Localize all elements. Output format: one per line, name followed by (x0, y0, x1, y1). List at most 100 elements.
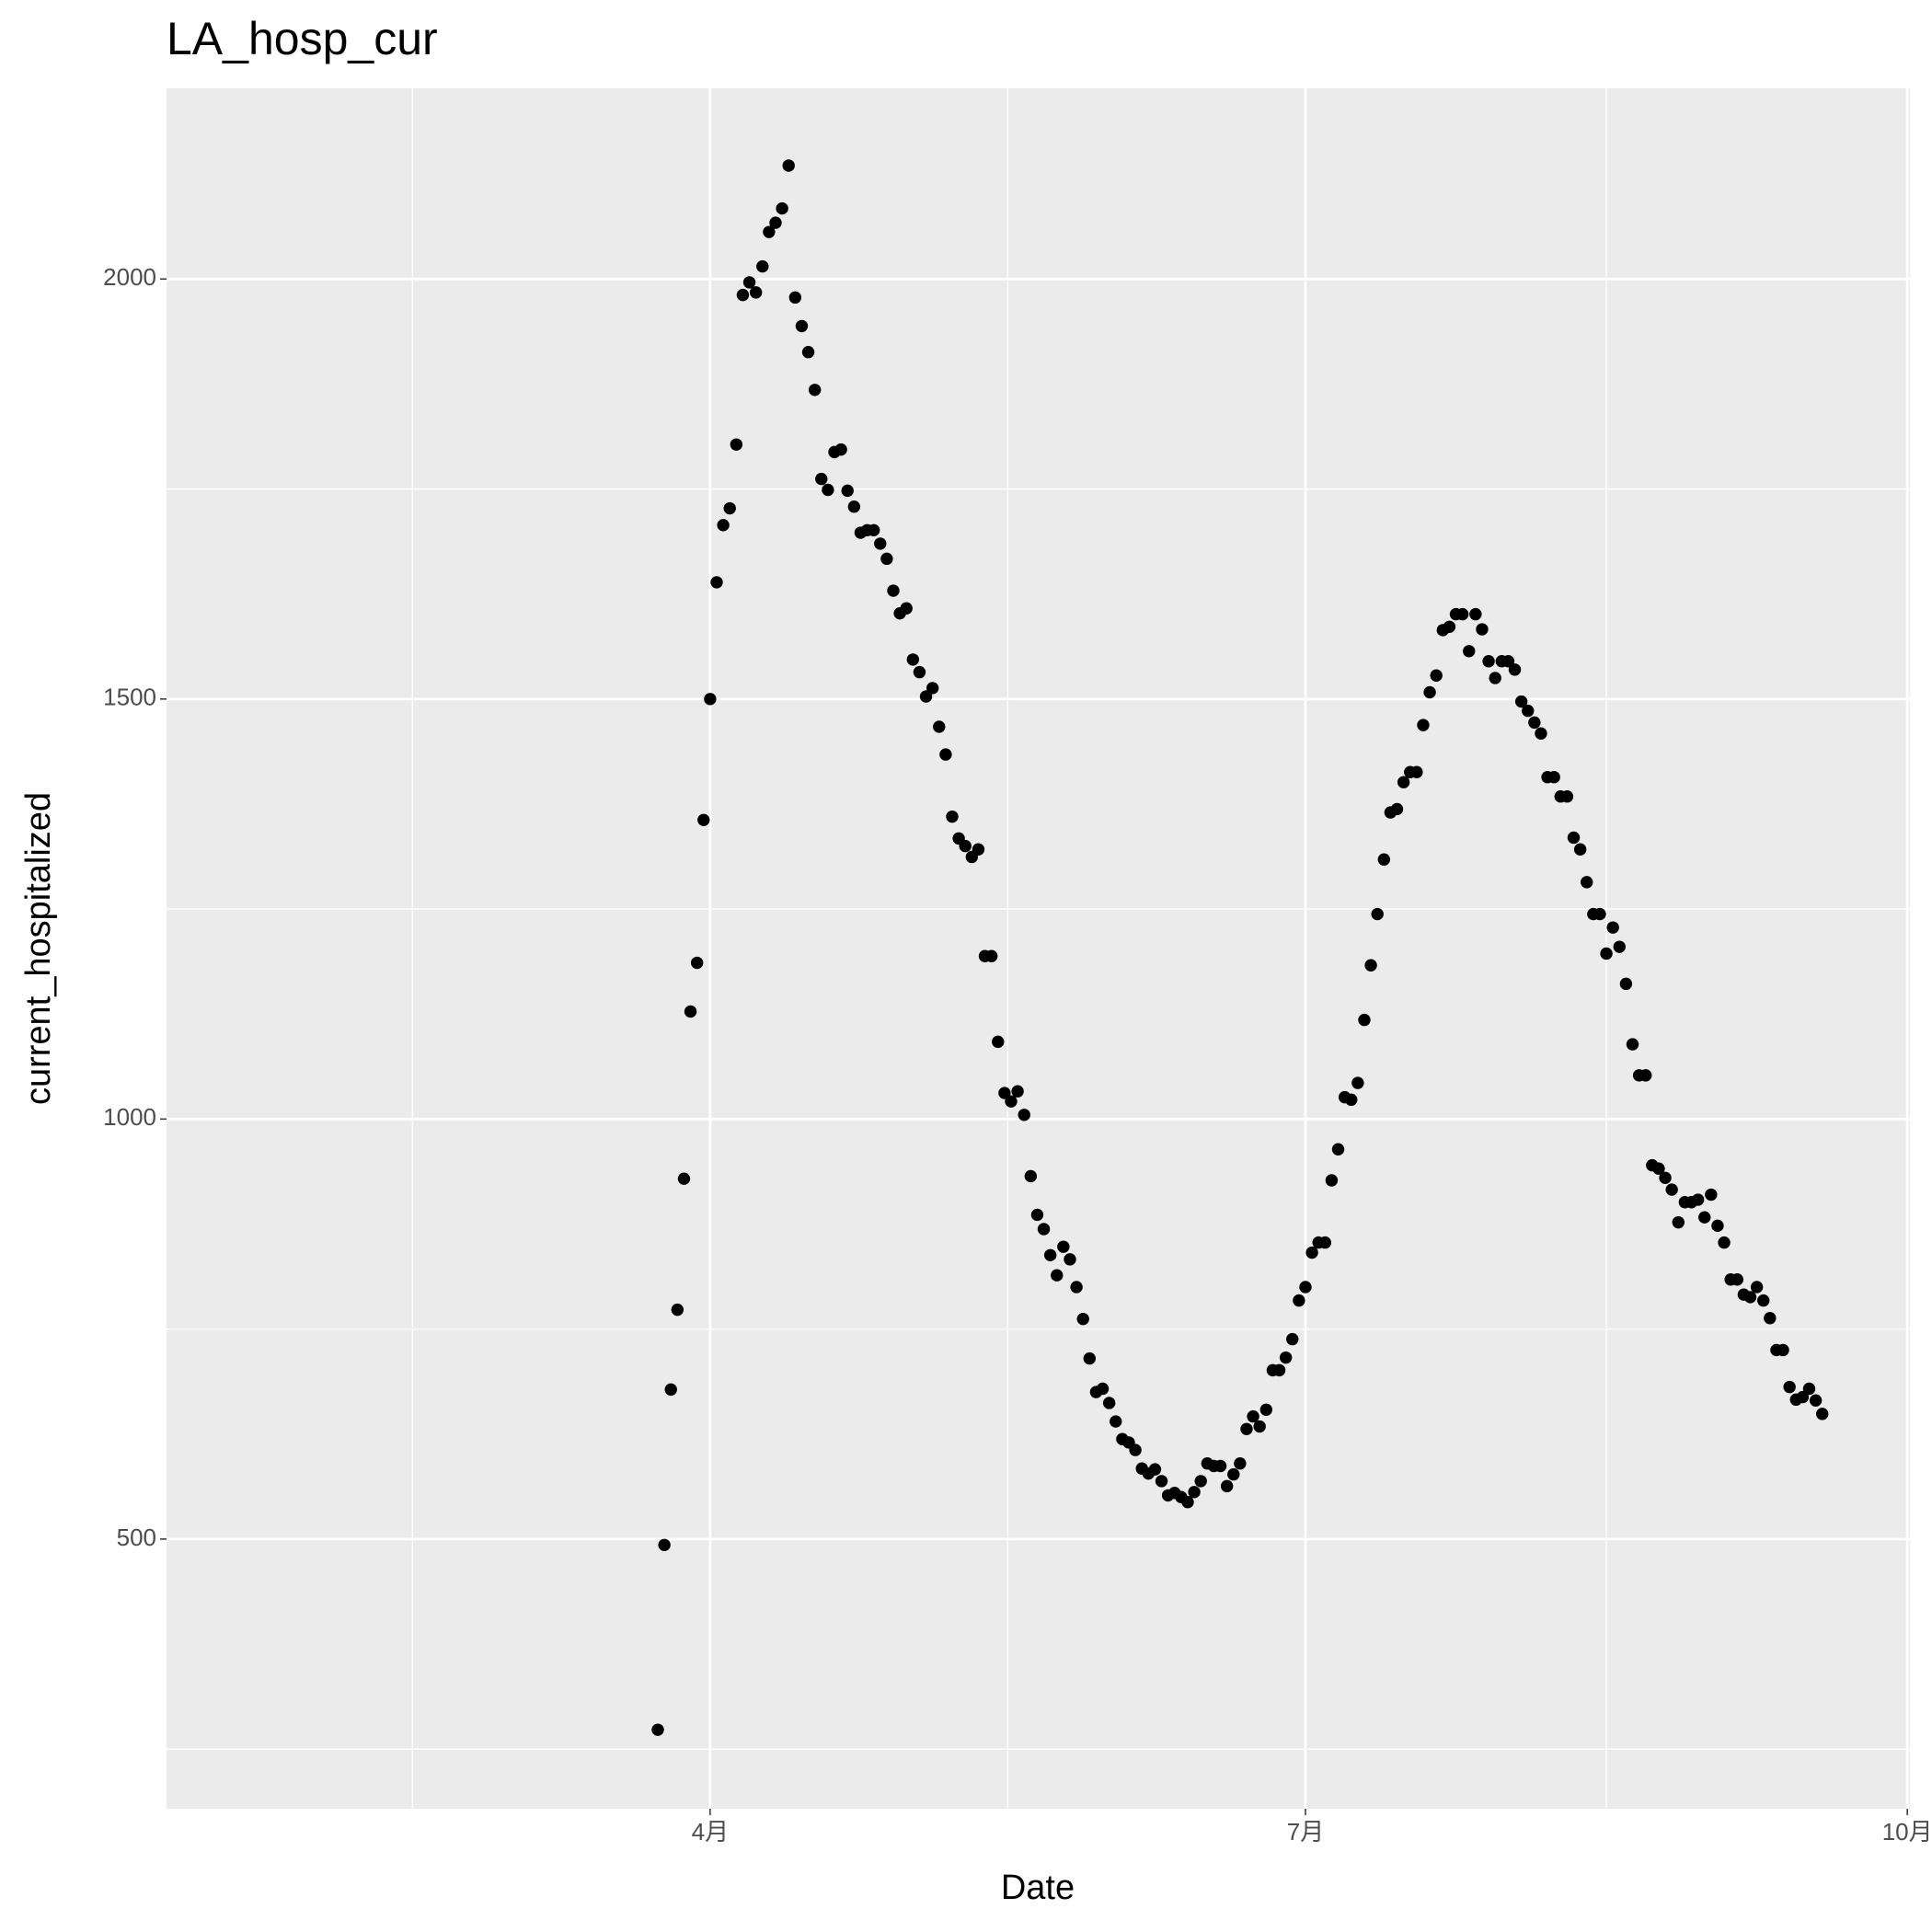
point (1293, 1294, 1305, 1307)
point (1508, 663, 1522, 676)
point (1619, 977, 1633, 991)
y-tick-label: 1500 (103, 684, 156, 711)
point (782, 159, 795, 172)
point (801, 346, 815, 359)
point (984, 949, 998, 962)
point (1259, 1403, 1273, 1416)
point (972, 843, 985, 856)
point (1345, 1093, 1358, 1107)
point (1377, 853, 1391, 866)
point (1639, 1069, 1652, 1082)
point (880, 552, 893, 566)
point (1423, 685, 1436, 699)
point (1371, 907, 1384, 921)
point (867, 523, 880, 536)
point (1705, 1188, 1718, 1202)
point (795, 319, 809, 333)
point (677, 1172, 691, 1185)
point (1652, 1162, 1665, 1175)
point (1247, 1409, 1259, 1423)
point (1560, 790, 1574, 803)
point (1581, 876, 1593, 889)
point (1299, 1281, 1312, 1294)
point (1757, 1294, 1770, 1307)
point (998, 1087, 1011, 1099)
point (874, 537, 887, 550)
point (906, 653, 920, 666)
point (808, 384, 822, 397)
x-tick-label: 10月 (1882, 1818, 1932, 1846)
point (1535, 727, 1547, 740)
x-tick-label: 4月 (692, 1818, 729, 1846)
panel (167, 88, 1910, 1809)
point (1018, 1109, 1030, 1121)
point (756, 259, 769, 273)
point (658, 1538, 671, 1551)
point (1253, 1420, 1266, 1433)
point (992, 1035, 1005, 1049)
point (933, 720, 946, 733)
point (1743, 1291, 1757, 1304)
point (1802, 1382, 1816, 1396)
point (1522, 704, 1535, 718)
point (1750, 1281, 1764, 1294)
point (959, 839, 972, 853)
point (1476, 623, 1489, 636)
point (1220, 1479, 1234, 1493)
point (1482, 655, 1495, 668)
point (1358, 1013, 1371, 1027)
point (1286, 1332, 1299, 1346)
point (1148, 1463, 1162, 1476)
point (841, 484, 854, 498)
point (834, 443, 847, 456)
point (946, 810, 959, 823)
point (1600, 947, 1613, 960)
point (1659, 1171, 1672, 1184)
point (684, 1005, 697, 1018)
point (939, 748, 952, 761)
point (1672, 1215, 1685, 1229)
point (651, 1723, 664, 1736)
point (1155, 1475, 1168, 1488)
point (1076, 1312, 1089, 1326)
point (913, 665, 926, 679)
chart-title: LA_hosp_cur (167, 13, 438, 64)
point (1698, 1211, 1711, 1224)
point (1351, 1076, 1364, 1089)
point (1410, 765, 1423, 778)
point (1188, 1486, 1201, 1499)
point (1181, 1496, 1194, 1509)
point (769, 216, 782, 229)
point (1057, 1240, 1070, 1253)
point (1110, 1415, 1122, 1428)
point (1024, 1169, 1038, 1183)
point (1613, 940, 1626, 953)
point (1528, 716, 1541, 730)
point (1691, 1193, 1705, 1206)
point (1547, 771, 1560, 784)
point (1083, 1351, 1097, 1365)
point (1816, 1408, 1829, 1420)
point (815, 472, 828, 486)
point (1777, 1343, 1789, 1357)
point (1234, 1457, 1247, 1470)
point (1764, 1312, 1777, 1325)
point (763, 225, 776, 238)
point (822, 483, 834, 497)
point (887, 584, 900, 597)
point (1593, 907, 1606, 921)
point (736, 288, 750, 302)
point (664, 1383, 677, 1397)
y-tick-label: 500 (117, 1524, 156, 1551)
point (1064, 1253, 1076, 1266)
point (671, 1303, 684, 1317)
point (1626, 1038, 1639, 1051)
point (697, 813, 710, 826)
point (1783, 1380, 1796, 1394)
point (704, 693, 717, 706)
point (1809, 1394, 1823, 1407)
point (1463, 645, 1476, 658)
point (1718, 1236, 1731, 1249)
